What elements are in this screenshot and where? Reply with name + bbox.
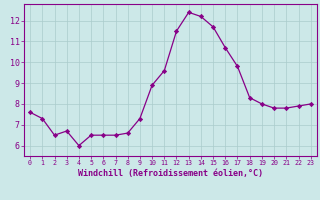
X-axis label: Windchill (Refroidissement éolien,°C): Windchill (Refroidissement éolien,°C) xyxy=(78,169,263,178)
